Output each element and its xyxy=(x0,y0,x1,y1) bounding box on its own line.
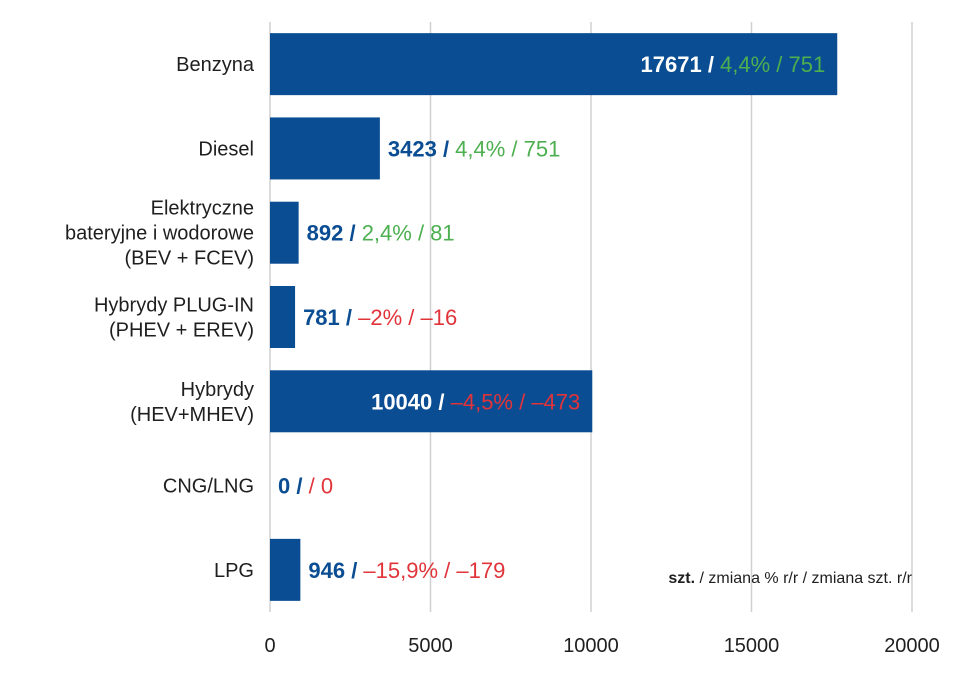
category-label: LPG xyxy=(214,560,254,582)
x-tick-label: 10000 xyxy=(563,635,619,657)
x-axis-ticks: 0 5000 10000 15000 20000 xyxy=(264,635,939,657)
data-label: 946 / –15,9% / –179 xyxy=(308,558,505,583)
data-label: 3423 / 4,4% / 751 xyxy=(388,136,560,161)
category-label: Diesel xyxy=(198,138,254,160)
data-label: 892 / 2,4% / 81 xyxy=(307,221,455,246)
bar-0 xyxy=(270,33,838,96)
data-label: 781 / –2% / –16 xyxy=(303,305,457,330)
category-label: CNG/LNG xyxy=(163,476,254,498)
data-label: 17671 / 4,4% / 751 xyxy=(641,52,826,77)
x-tick-label: 5000 xyxy=(408,635,453,657)
bar-6 xyxy=(270,538,301,601)
category-labels: Benzyna Diesel Elektryczne bateryjne i wodo… xyxy=(65,54,255,582)
bar-4 xyxy=(270,370,593,433)
x-tick-label: 0 xyxy=(264,635,275,657)
bar-3 xyxy=(270,286,296,348)
x-tick-label: 20000 xyxy=(884,635,940,657)
data-label: 0 / / 0 xyxy=(278,474,333,499)
units-legend-note: szt. / zmiana % r/r / zmiana szt. r/r xyxy=(668,570,912,587)
bar-1 xyxy=(270,117,380,180)
value-labels: 17671 / 4,4% / 751 3423 / 4,4% / 751 892 /… xyxy=(278,52,825,583)
bar-2 xyxy=(270,201,299,264)
bars xyxy=(270,33,838,601)
x-tick-label: 15000 xyxy=(724,635,780,657)
category-label: Elektryczne bateryjne i wodorowe (BEV + FC… xyxy=(65,198,254,270)
category-label: Hybrydy (HEV+MHEV) xyxy=(130,379,254,426)
category-label: Benzyna xyxy=(176,54,255,76)
category-label: Hybrydy PLUG-IN (PHEV + EREV) xyxy=(94,295,254,342)
data-label: 10040 / –4,5% / –473 xyxy=(371,389,580,414)
